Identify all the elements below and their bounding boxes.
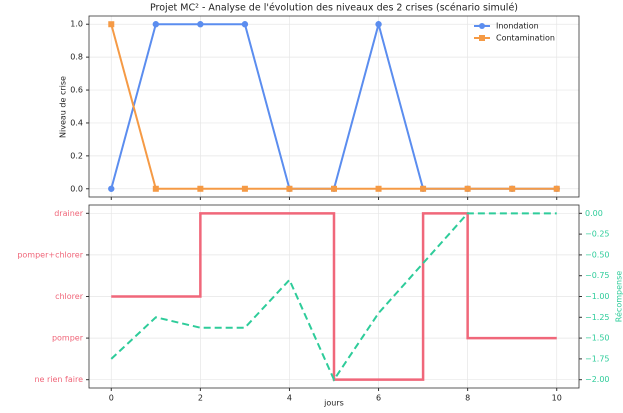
y-tick-label: 0.4	[70, 118, 83, 127]
x-tick-label: 6	[376, 394, 381, 403]
marker	[241, 21, 249, 28]
marker	[108, 185, 115, 192]
y-tick-label: 0.0	[70, 184, 83, 193]
x-tick-label: 0	[109, 394, 114, 403]
marker	[553, 185, 560, 192]
legend-label: Inondation	[496, 22, 539, 31]
y2-tick-label: −2.00	[585, 375, 610, 384]
y2-tick-label: −0.50	[585, 250, 610, 259]
marker	[286, 185, 293, 192]
y2-tick-label: −1.50	[585, 334, 610, 343]
plot-frame	[88, 204, 580, 389]
marker	[375, 21, 382, 28]
y-axis-label: Niveau de crise	[59, 76, 68, 138]
marker	[241, 185, 248, 192]
y2-tick-label: 0.00	[585, 209, 603, 218]
y-tick-label: 0.6	[70, 86, 83, 95]
y2-axis-label: Récompense	[614, 271, 623, 322]
x-tick-label: 4	[287, 394, 292, 403]
series-line	[110, 20, 557, 190]
y2-tick-label: −0.75	[585, 271, 610, 280]
y-tick-label: ne rien faire	[34, 375, 83, 384]
legend-marker	[479, 35, 485, 41]
marker	[152, 21, 160, 28]
y-tick-label: 1.0	[70, 20, 83, 29]
y2-tick-label: −1.75	[585, 354, 610, 363]
y-tick-label: 0.2	[70, 151, 83, 160]
reward-line	[110, 212, 557, 382]
chart-title: Projet MC² - Analyse de l'évolution des …	[150, 3, 518, 14]
marker	[331, 185, 337, 192]
y-tick-label: drainer	[54, 209, 83, 218]
marker	[197, 185, 204, 192]
y-tick-label: pomper+chlorer	[17, 250, 83, 259]
series-line	[110, 23, 557, 190]
legend-label: Contamination	[496, 34, 555, 43]
marker	[152, 185, 159, 192]
legend-marker	[479, 23, 485, 29]
y2-tick-label: −1.25	[585, 313, 610, 322]
marker	[420, 185, 427, 192]
plot-frame	[88, 15, 580, 198]
marker	[509, 185, 516, 192]
marker	[464, 185, 471, 192]
marker	[375, 185, 382, 192]
x-axis-label: jours	[323, 399, 344, 408]
marker	[197, 21, 204, 28]
x-tick-label: 8	[465, 394, 470, 403]
y-tick-label: pomper	[52, 334, 84, 343]
x-tick-label: 2	[198, 394, 203, 403]
x-tick-label: 10	[552, 394, 562, 403]
y2-tick-label: −1.00	[585, 292, 610, 301]
y-tick-label: chlorer	[55, 292, 84, 301]
y-tick-label: 0.8	[70, 53, 83, 62]
y2-tick-label: −0.25	[585, 230, 610, 239]
marker	[108, 21, 115, 28]
